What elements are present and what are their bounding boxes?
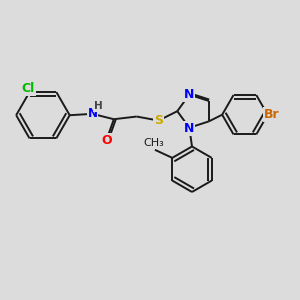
Text: Br: Br xyxy=(264,108,280,121)
Text: N: N xyxy=(184,122,194,135)
Text: Cl: Cl xyxy=(22,82,35,95)
Text: N: N xyxy=(87,107,98,120)
Text: S: S xyxy=(154,114,163,127)
Text: N: N xyxy=(184,88,194,100)
Text: O: O xyxy=(102,134,112,147)
Text: CH₃: CH₃ xyxy=(143,139,164,148)
Text: H: H xyxy=(94,101,103,111)
